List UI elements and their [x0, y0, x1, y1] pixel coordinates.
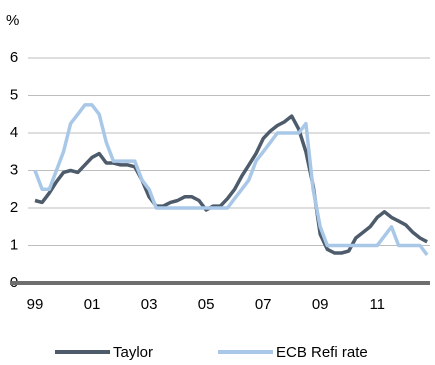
x-tick-label: 05 — [198, 296, 215, 313]
y-unit-label: % — [6, 12, 19, 29]
y-tick-label: 5 — [10, 86, 18, 103]
legend-label: ECB Refi rate — [276, 344, 368, 361]
y-tick-label: 1 — [10, 236, 18, 253]
line — [33, 103, 429, 256]
x-tick-label: 99 — [27, 296, 44, 313]
x-tick-label: 01 — [84, 296, 101, 313]
y-tick-label: 6 — [10, 49, 18, 66]
y-tick-label: 4 — [10, 124, 18, 141]
legend-label: Taylor — [113, 344, 153, 361]
x-tick-label: 11 — [369, 296, 385, 313]
x-tick-label: 07 — [255, 296, 272, 313]
line — [34, 114, 428, 255]
x-tick-label: 09 — [312, 296, 329, 313]
x-tick-label: 03 — [141, 296, 158, 313]
y-tick-label: 2 — [10, 199, 18, 216]
y-tick-label: 3 — [10, 161, 18, 178]
